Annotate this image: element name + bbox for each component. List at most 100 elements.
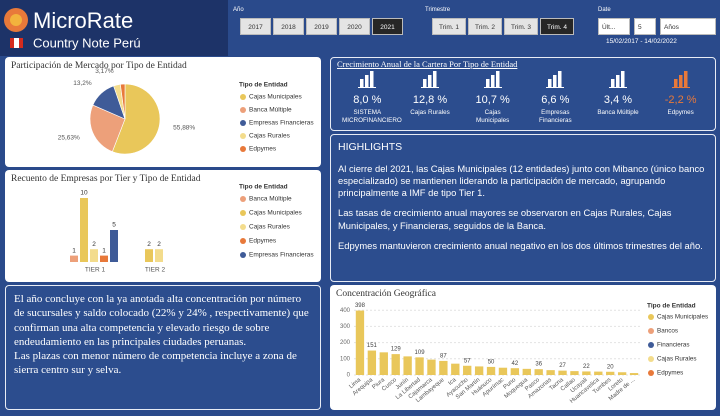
data-label: 398 [355,303,366,309]
icon-bar [620,71,625,87]
bar [355,310,365,375]
data-label: 25,63% [58,135,80,142]
legend-label: Cajas Rurales [249,224,291,231]
bar [145,249,153,262]
bar [629,373,639,375]
icon-bar [422,79,427,87]
kpi: 12,8 % Cajas Rurales [399,70,462,117]
legend-marker [240,210,246,216]
bar [606,371,615,375]
pie-chart: Participación de Mercado por Tipo de Ent… [11,61,314,155]
legend-marker [648,342,654,348]
bar [558,370,567,375]
y-tick-label: 0 [347,373,351,379]
legend-marker [240,133,246,139]
legend-label: Empresas Financieras [249,252,314,259]
quarter-button[interactable]: Trim. 1 [432,18,466,35]
bar [534,369,543,375]
legend-marker [240,196,246,202]
growth-panel: Crecimiento Anual de la Cartera Por Tipo… [330,57,716,131]
data-label: 3,17% [95,68,114,75]
data-label: 2 [157,241,161,248]
icon-bar [495,71,500,87]
bar [474,366,484,375]
year-button[interactable]: 2021 [372,18,403,35]
data-label: 57 [464,358,471,364]
legend-title: Tipo de Entidad [647,303,696,310]
note-paragraph: Las plazas con menor número de competenc… [14,350,297,377]
icon-bar [610,79,615,87]
legend-title: Tipo de Entidad [239,82,288,89]
bar [427,359,436,375]
geo-chart: Concentración Geográfica 0 100 200 300 400 398… [336,288,708,405]
bar [90,249,98,262]
bar [391,354,400,375]
legend-label: Cajas Municipales [249,94,302,101]
date-dropdown[interactable]: 5 [634,18,656,35]
date-label: Date [598,7,611,13]
date-dropdown[interactable]: Últ... [598,18,630,35]
bar [546,370,555,375]
data-label: 109 [415,350,426,356]
legend-marker [240,107,246,113]
bar [379,352,388,375]
quarter-button[interactable]: Trim. 4 [540,18,574,35]
icon-bar [432,71,437,87]
bar [155,249,163,262]
subtitle: Country Note Perú [33,35,141,50]
year-button[interactable]: 2018 [273,18,304,35]
legend-marker [240,238,246,244]
bar [110,230,118,262]
bar [439,360,448,375]
kpi-icon [483,71,502,88]
pie-slice [120,83,126,120]
kpi-icon [358,71,377,88]
date-dropdown[interactable]: Años [660,18,716,35]
kpi-label: Empresas Financieras [539,109,572,124]
kpi-icon [420,71,439,88]
legend-label: Edpymes [657,370,683,377]
tier-panel: Recuento de Empresas por Tier y Tipo de … [5,170,321,282]
legend-label: Bancos [657,328,678,335]
y-tick-label: 200 [340,340,351,346]
chart-title: Recuento de Empresas por Tier y Tipo de … [11,174,201,184]
logo-inner [10,14,22,26]
kpi: 10,7 % Cajas Municipales [461,70,524,125]
kpi: 6,6 % Empresas Financieras [524,70,587,125]
data-label: 129 [391,347,402,353]
icon-bar [615,75,620,87]
legend-label: Cajas Rurales [657,356,697,363]
kpi: -2,2 % Edpymes [649,70,712,117]
pie-panel: Participación de Mercado por Tipo de Ent… [5,57,321,167]
bar [415,357,424,375]
geo-panel: Concentración Geográfica 0 100 200 300 400 398… [330,285,716,410]
quarter-button[interactable]: Trim. 2 [468,18,502,35]
legend-marker [240,252,246,258]
data-label: 1 [72,247,76,254]
x-tick-label: TIER 2 [145,267,166,274]
kpi-value: 6,6 % [541,94,570,106]
panel-title: Crecimiento Anual de la Cartera Por Tipo… [337,59,518,69]
bar [617,372,627,375]
chart-title: Concentración Geográfica [336,288,437,299]
year-button[interactable]: 2017 [240,18,271,35]
legend-marker [240,94,246,100]
year-button[interactable]: 2019 [306,18,337,35]
year-button[interactable]: 2020 [339,18,370,35]
chart-title: Participación de Mercado por Tipo de Ent… [11,61,187,71]
icon-bar [553,75,557,87]
quarter-button[interactable]: Trim. 3 [504,18,538,35]
bar [403,356,412,375]
bar [582,371,591,375]
kpi-label: Cajas Rurales [410,109,450,116]
flag-right [19,38,23,48]
legend-marker [240,224,246,230]
note-panel: El año concluye con la ya anotada alta c… [5,285,321,410]
bar [100,255,108,262]
pie-slice [111,83,161,155]
bar [367,350,377,375]
kpi-label: Banca Múltiple [597,109,639,116]
data-label: 10 [80,190,88,197]
legend-title: Tipo de Entidad [239,184,288,191]
